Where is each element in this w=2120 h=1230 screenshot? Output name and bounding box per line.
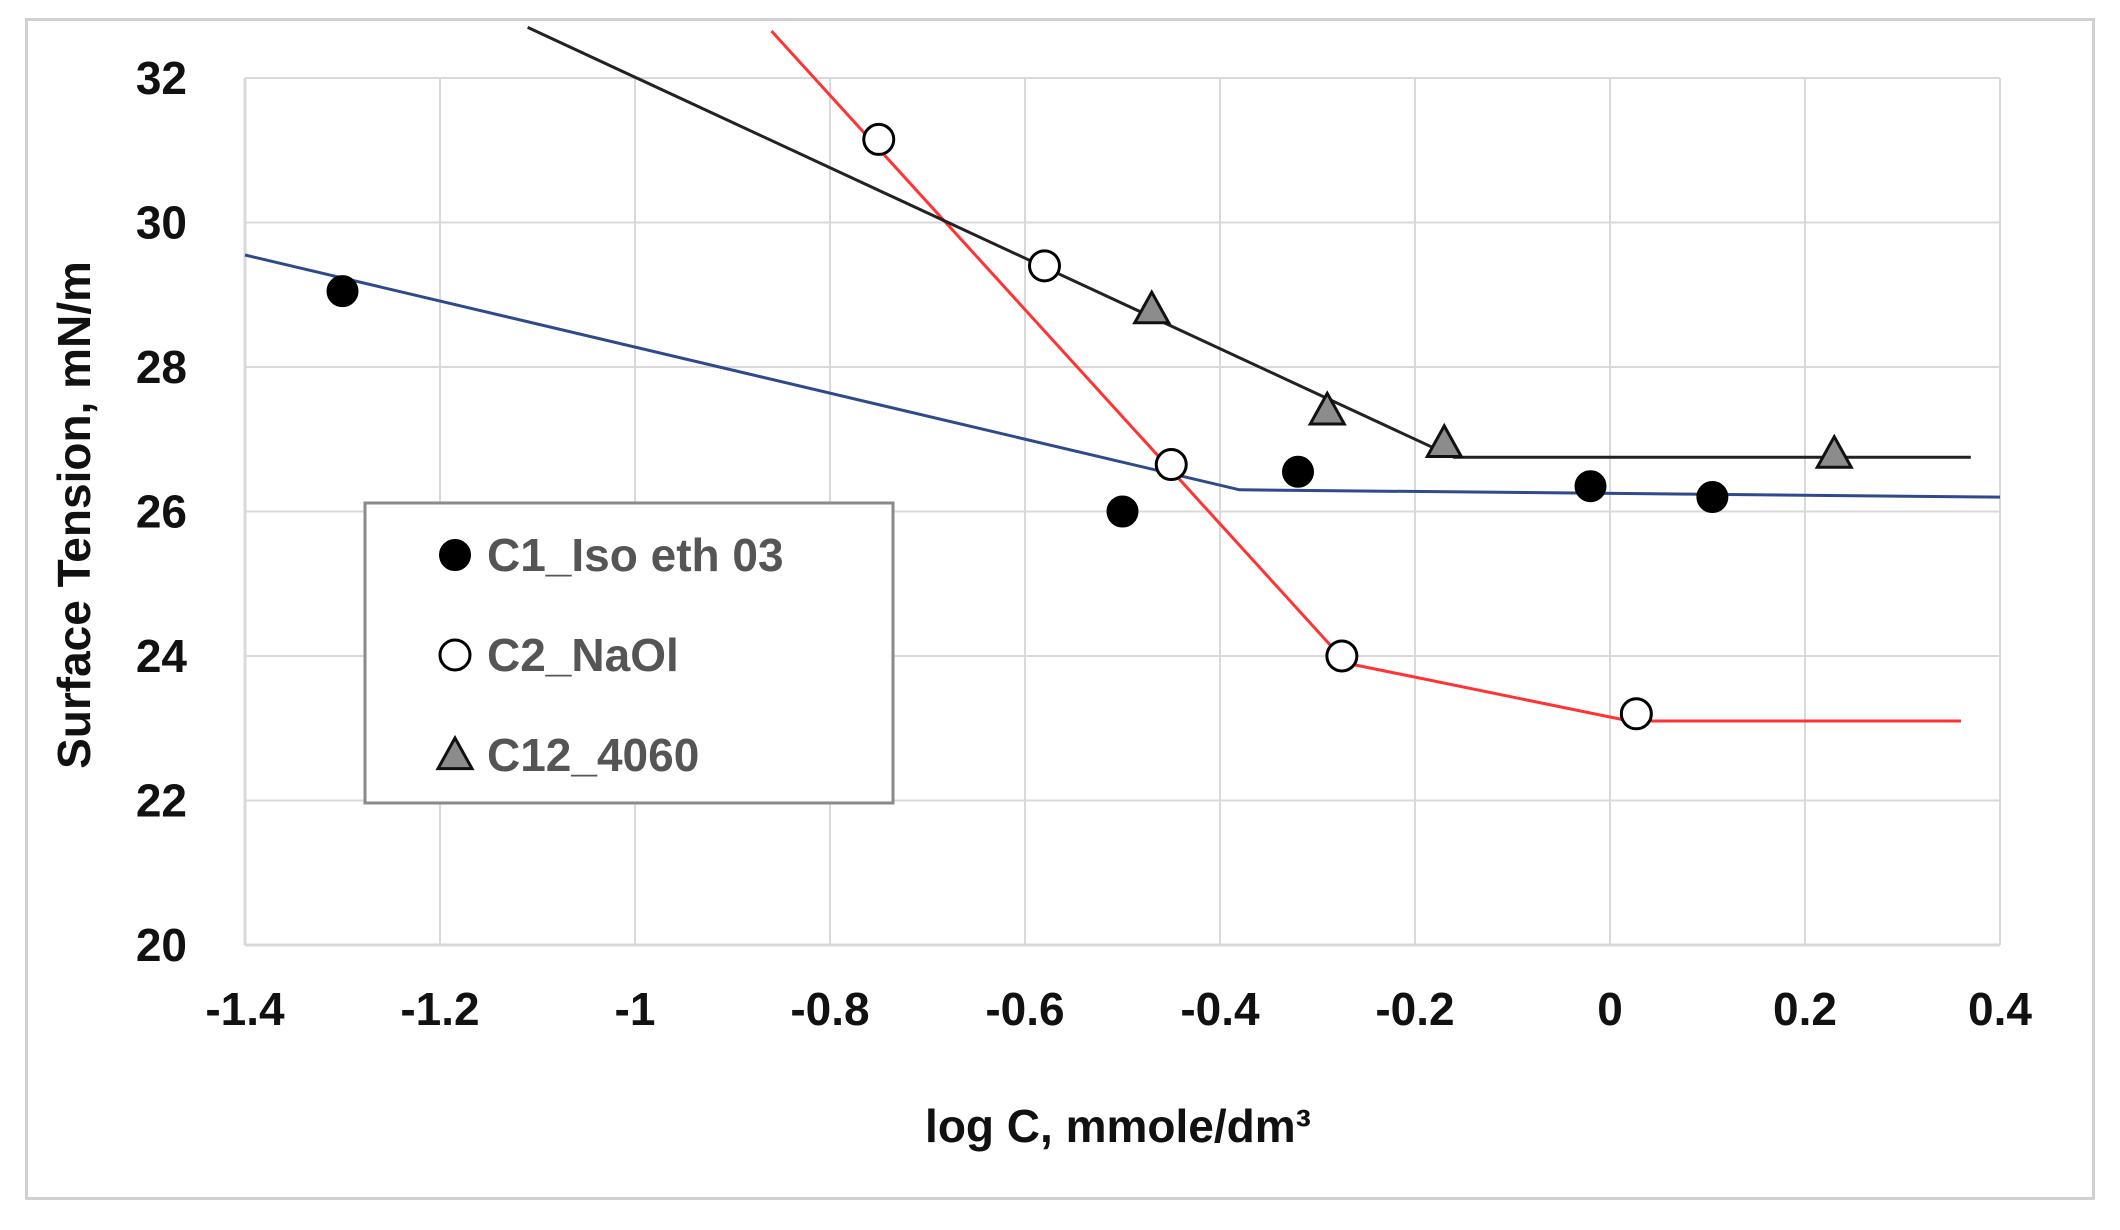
data-point-series-3 (1814, 433, 1854, 469)
data-point-series-3 (1132, 289, 1172, 325)
fit-line-series-3 (527, 26, 1971, 459)
y-tick-label: 20 (136, 919, 187, 971)
x-tick-label: -1.2 (400, 983, 479, 1035)
y-tick-label: 30 (136, 197, 187, 249)
legend-label-series-3: C12_4060 (487, 729, 699, 781)
tick-labels: 20 22 24 26 28 30 32 -1.4 -1.2 -1 -0.8 -0.6 -0.4 -0.2… (136, 52, 2033, 1035)
y-tick-label: 22 (136, 775, 187, 827)
y-tick-label: 32 (136, 52, 187, 104)
legend-marker-series-2 (438, 638, 472, 672)
data-point-series-2 (1154, 448, 1188, 482)
data-point-series-3 (1307, 390, 1347, 426)
data-point-series-2 (1619, 697, 1653, 731)
data-point-series-3 (1424, 422, 1464, 458)
fit-line-series-1 (244, 253, 2001, 499)
x-axis-title: log C, mmole/dm³ (925, 1100, 1311, 1152)
legend-marker-series-3 (435, 734, 475, 771)
fit-line-series-2 (770, 29, 1961, 723)
legend-label-series-1: C1_Iso eth 03 (487, 529, 784, 581)
data-point-series-1 (1106, 495, 1139, 528)
data-point-series-1 (1696, 481, 1729, 514)
x-tick-label: 0.4 (1968, 983, 2032, 1035)
x-tick-label: -0.2 (1375, 983, 1454, 1035)
x-tick-label: -0.8 (790, 983, 869, 1035)
data-point-series-2 (1325, 639, 1359, 673)
data-point-series-2 (862, 122, 896, 156)
x-tick-label: -1.4 (205, 983, 285, 1035)
y-tick-label: 26 (136, 486, 187, 538)
y-tick-label: 28 (136, 341, 187, 393)
y-axis-title: Surface Tension, mN/m (48, 261, 100, 769)
legend-marker-series-1 (439, 539, 471, 571)
data-point-series-1 (1574, 470, 1607, 503)
x-tick-label: -0.6 (985, 983, 1064, 1035)
axes (243, 78, 2000, 947)
data-point-series-1 (1282, 455, 1314, 488)
data-point-series-2 (1028, 249, 1061, 283)
legend-label-series-2: C2_NaOl (487, 629, 679, 681)
x-tick-label: 0.2 (1773, 983, 1837, 1035)
y-tick-label: 24 (136, 630, 188, 682)
x-tick-label: -0.4 (1180, 983, 1260, 1035)
data-point-series-1 (326, 275, 359, 308)
x-tick-label: 0 (1597, 983, 1623, 1035)
legend: C1_Iso eth 03 C2_NaOl C12_4060 (363, 501, 895, 805)
data-points (326, 122, 1854, 731)
x-tick-label: -1 (615, 983, 656, 1035)
